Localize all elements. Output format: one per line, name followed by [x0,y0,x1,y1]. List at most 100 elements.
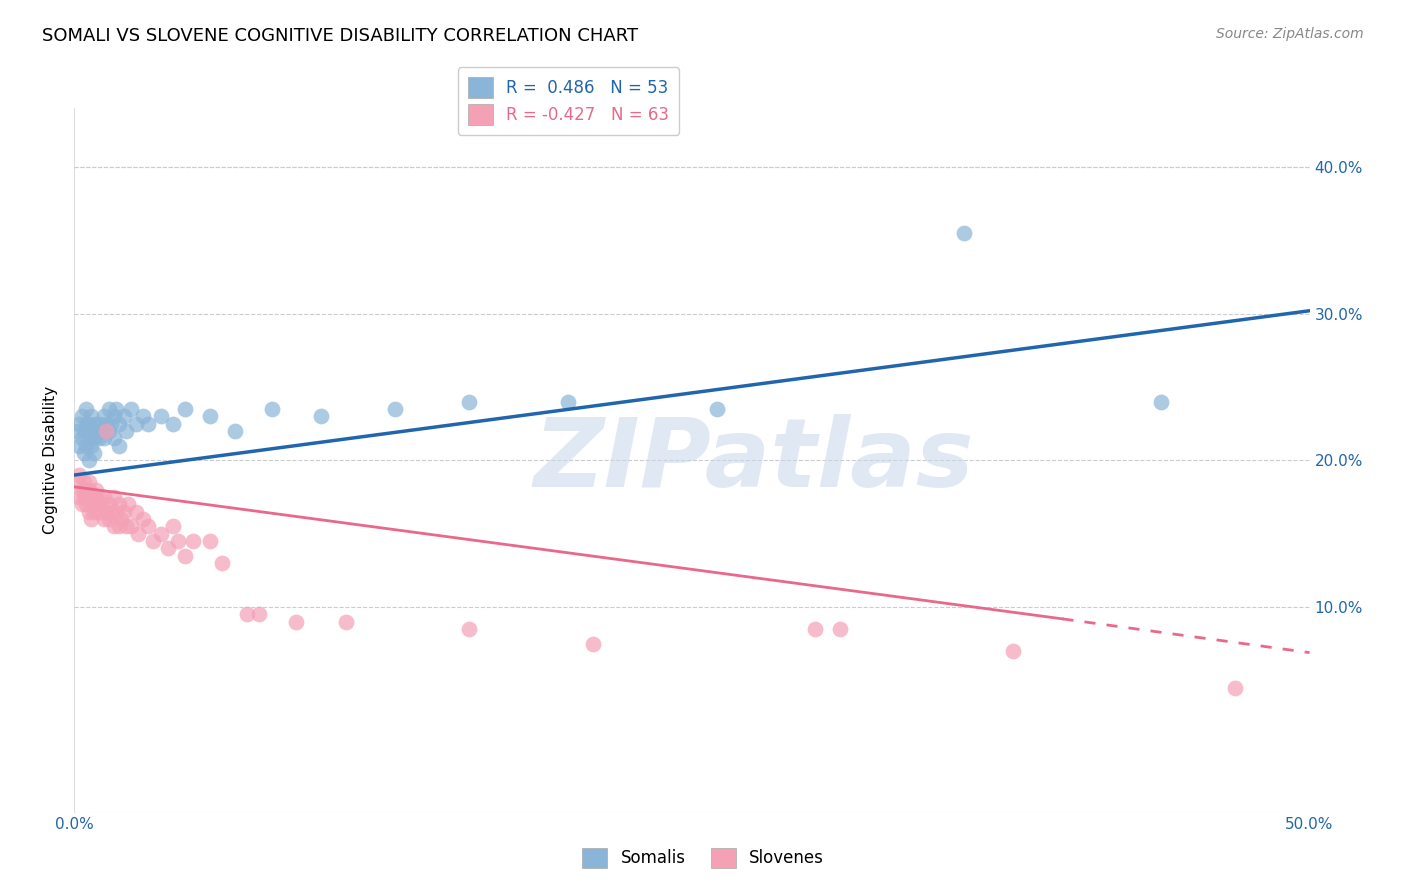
Point [83,490,105,504]
Point [458,394,481,409]
Point [97,424,120,438]
Point [112,505,135,519]
Point [87,417,110,431]
Point [67,490,90,504]
Point [285,615,308,629]
Point [86,417,108,431]
Point [83,505,105,519]
Legend: Somalis, Slovenes: Somalis, Slovenes [575,841,831,875]
Point [103,519,125,533]
Point [70,431,93,445]
Point [260,402,283,417]
Point [115,519,138,533]
Point [309,409,332,424]
Point [73,424,96,438]
Point [335,615,357,629]
Point [93,490,115,504]
Point [236,607,259,622]
Point [73,446,96,460]
Y-axis label: Cognitive Disability: Cognitive Disability [44,386,58,534]
Point [142,534,165,549]
Point [198,409,221,424]
Point [120,402,142,417]
Point [107,439,129,453]
Point [80,439,103,453]
Point [458,622,481,636]
Point [115,424,138,438]
Point [73,475,96,490]
Point [77,475,100,490]
Point [107,417,129,431]
Point [125,417,148,431]
Point [125,505,148,519]
Point [86,424,108,438]
Point [80,409,103,424]
Point [120,519,142,533]
Point [67,417,90,431]
Point [75,490,97,504]
Point [384,402,406,417]
Point [77,431,100,445]
Point [162,519,184,533]
Point [75,497,97,511]
Point [67,468,90,483]
Point [93,409,115,424]
Point [136,519,159,533]
Point [97,497,120,511]
Point [167,534,190,549]
Point [1001,644,1024,658]
Point [127,526,149,541]
Point [1225,681,1247,695]
Point [224,424,246,438]
Point [582,637,605,651]
Point [75,483,97,497]
Point [952,226,974,240]
Point [107,519,129,533]
Point [67,439,90,453]
Point [97,512,120,526]
Point [75,439,97,453]
Point [93,512,115,526]
Point [80,512,103,526]
Point [75,417,97,431]
Point [87,490,110,504]
Point [87,505,110,519]
Point [100,417,122,431]
Point [83,431,105,445]
Point [100,505,122,519]
Point [103,409,125,424]
Point [97,402,120,417]
Legend: R =  0.486   N = 53, R = -0.427   N = 63: R = 0.486 N = 53, R = -0.427 N = 63 [457,67,679,135]
Point [103,431,125,445]
Point [105,505,128,519]
Point [162,417,184,431]
Point [73,490,96,504]
Point [70,497,93,511]
Point [149,409,172,424]
Point [65,475,87,490]
Point [70,483,93,497]
Point [804,622,827,636]
Point [75,402,97,417]
Point [110,512,132,526]
Point [149,526,172,541]
Point [132,512,155,526]
Point [181,534,204,549]
Point [87,431,110,445]
Point [83,446,105,460]
Text: SOMALI VS SLOVENE COGNITIVE DISABILITY CORRELATION CHART: SOMALI VS SLOVENE COGNITIVE DISABILITY C… [42,27,638,45]
Point [90,497,112,511]
Point [103,490,125,504]
Point [706,402,728,417]
Point [80,490,103,504]
Point [86,483,108,497]
Point [112,409,135,424]
Point [86,497,108,511]
Point [96,417,118,431]
Point [96,505,118,519]
Point [247,607,270,622]
Point [211,556,233,570]
Point [105,402,128,417]
Point [557,394,579,409]
Point [90,424,112,438]
